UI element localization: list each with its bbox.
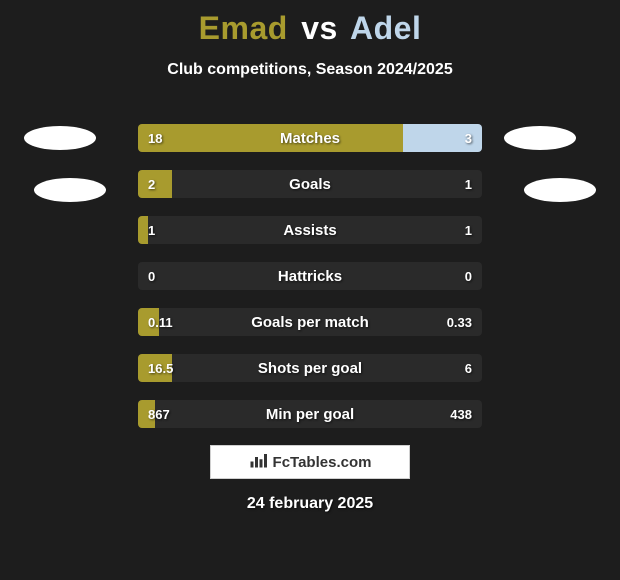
stat-row: 21Goals [138,170,482,198]
stat-row: 11Assists [138,216,482,244]
stat-label: Min per goal [138,400,482,428]
club-badge-left [34,178,106,202]
stat-value-right: 0.33 [437,308,482,336]
title-vs: vs [301,10,338,46]
stat-bars: 183Matches21Goals11Assists00Hattricks0.1… [138,124,482,446]
stat-label: Hattricks [138,262,482,290]
comparison-infographic: Emad vs Adel Club competitions, Season 2… [0,0,620,580]
stat-value-right: 438 [440,400,482,428]
footer-brand: FcTables.com [210,445,410,479]
stat-label: Goals per match [138,308,482,336]
title-player1: Emad [199,10,288,46]
bar-chart-icon [249,451,267,474]
stat-row: 867438Min per goal [138,400,482,428]
stat-row: 16.56Shots per goal [138,354,482,382]
subtitle: Club competitions, Season 2024/2025 [0,61,620,79]
stat-label: Goals [138,170,482,198]
title-player2: Adel [350,10,421,46]
stat-bar-left [138,216,148,244]
stat-value-right: 1 [455,170,482,198]
club-badge-right [504,126,576,150]
stat-value-right: 6 [455,354,482,382]
stat-row: 0 0Hattricks [138,262,482,290]
club-badge-right [524,178,596,202]
footer-brand-text: FcTables.com [273,454,372,471]
title: Emad vs Adel [0,0,620,47]
stat-bar-left [138,170,172,198]
stat-label: Assists [138,216,482,244]
stat-bar-left [138,400,155,428]
stat-row: 183Matches [138,124,482,152]
date-text: 24 february 2025 [0,495,620,513]
club-badge-left [24,126,96,150]
stat-bar-left [138,308,159,336]
stat-value-left: 0 [138,262,165,290]
stat-label: Shots per goal [138,354,482,382]
stat-bar-left [138,124,403,152]
stat-bar-right [403,124,482,152]
stat-value-right: 1 [455,216,482,244]
stat-row: 0.110.33Goals per match [138,308,482,336]
stat-value-right: 0 [455,262,482,290]
stat-bar-left [138,354,172,382]
